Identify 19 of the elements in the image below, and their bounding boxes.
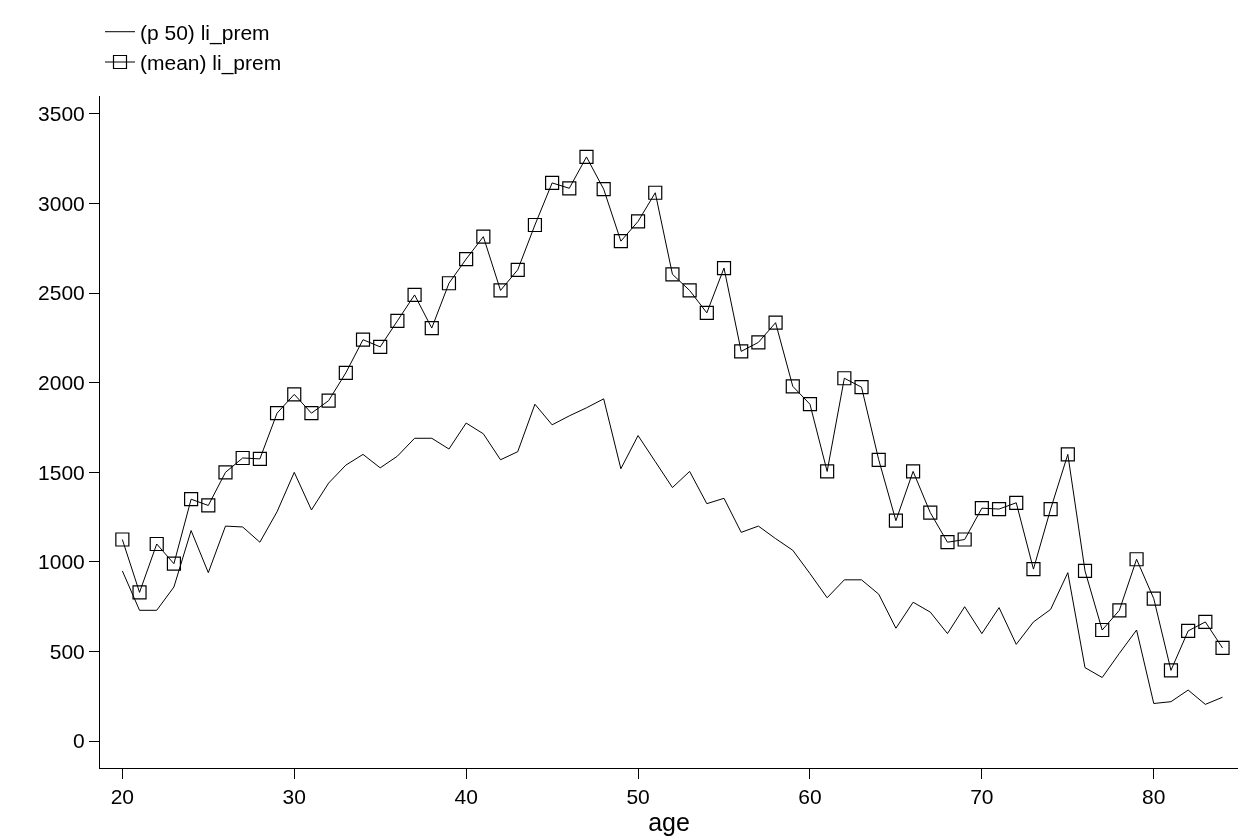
legend-label: (mean) li_prem [140, 51, 282, 76]
legend-label: (p 50) li_prem [140, 20, 270, 45]
y-tick-label: 1000 [38, 550, 85, 574]
y-tick-label: 3500 [38, 102, 85, 126]
x-tick-label: 60 [798, 785, 822, 809]
x-tick-label: 50 [626, 785, 650, 809]
line-series [121, 398, 1224, 705]
x-tick-label: 40 [454, 785, 478, 809]
x-tick-label: 80 [1142, 785, 1166, 809]
x-tick-label: 70 [970, 785, 994, 809]
y-tick-label: 1500 [38, 460, 85, 484]
x-axis-title: age [648, 808, 690, 837]
y-tick-label: 3000 [38, 191, 85, 215]
y-tick-label: 500 [49, 639, 85, 663]
x-tick-label: 30 [282, 785, 306, 809]
y-tick-label: 2500 [38, 281, 85, 305]
y-tick-label: 0 [73, 729, 85, 753]
x-tick-label: 20 [110, 785, 135, 809]
y-tick-label: 2000 [38, 371, 85, 395]
